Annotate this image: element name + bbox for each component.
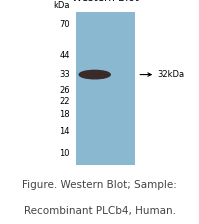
Text: 26: 26 — [59, 86, 70, 95]
Text: 33: 33 — [59, 70, 70, 79]
Ellipse shape — [79, 70, 110, 79]
Text: Figure. Western Blot; Sample:: Figure. Western Blot; Sample: — [22, 180, 177, 190]
Text: 32kDa: 32kDa — [157, 70, 184, 79]
Text: 14: 14 — [59, 127, 70, 136]
Text: 44: 44 — [59, 51, 70, 60]
Text: 10: 10 — [59, 149, 70, 158]
Text: Western Blot: Western Blot — [72, 0, 139, 3]
Text: Recombinant PLCb4, Human.: Recombinant PLCb4, Human. — [23, 206, 176, 215]
Bar — [76, 12, 135, 165]
Text: 18: 18 — [59, 110, 70, 119]
Text: kDa: kDa — [53, 1, 70, 10]
Text: 70: 70 — [59, 20, 70, 29]
Text: 22: 22 — [59, 97, 70, 106]
